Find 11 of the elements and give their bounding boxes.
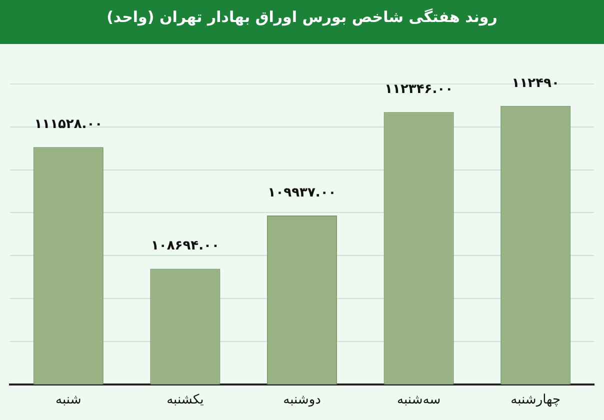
x-tick-label: دوشنبه xyxy=(283,392,322,408)
chart-title: روند هفتگی شاخص بورس اوراق بهادار تهران (واحد) xyxy=(0,0,604,44)
data-label: ۱۰۸۶۹۴.۰۰ xyxy=(150,238,220,254)
data-label: ۱۱۲۳۴۶.۰۰ xyxy=(384,82,454,97)
data-label: ۱۱۱۵۲۸.۰۰ xyxy=(34,117,103,132)
x-tick-label: یکشنبه xyxy=(166,392,204,408)
data-label: ۱۰۹۹۳۷.۰۰ xyxy=(268,185,336,200)
x-tick-label: شنبه xyxy=(56,392,82,408)
x-tick-label: سه‌شنبه xyxy=(397,392,441,408)
x-tick-label: چهارشنبه xyxy=(510,392,561,408)
data-label: ۱۱۲۴۹۰ xyxy=(512,76,560,91)
